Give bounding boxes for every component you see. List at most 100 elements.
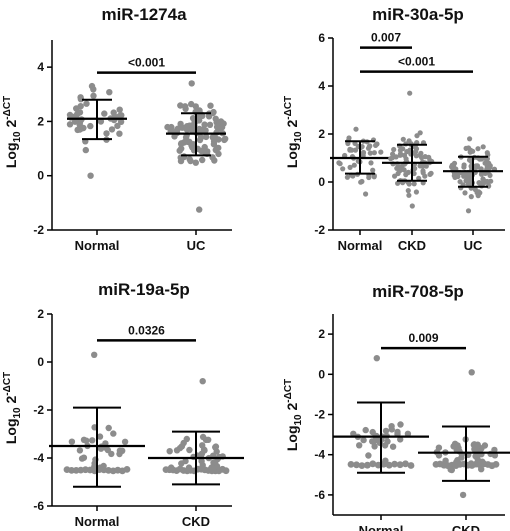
data-point (196, 117, 203, 124)
data-point (488, 178, 494, 184)
data-point (407, 462, 415, 469)
data-point (168, 464, 175, 471)
data-point (378, 149, 384, 155)
data-point (211, 134, 219, 141)
y-tick-label: -4 (314, 448, 325, 462)
y-tick-label: 4 (318, 79, 325, 93)
data-point (164, 123, 171, 131)
data-point (166, 448, 173, 455)
data-point (404, 430, 412, 437)
data-point (210, 141, 218, 148)
data-point (435, 444, 443, 451)
data-point (479, 458, 486, 465)
data-point (365, 452, 372, 459)
data-point (413, 146, 420, 152)
data-point (476, 180, 482, 186)
data-point (369, 460, 377, 468)
data-point (358, 462, 366, 469)
data-point (188, 126, 196, 133)
data-point (447, 466, 454, 473)
data-point (480, 144, 486, 150)
data-point (368, 160, 374, 166)
data-point (473, 163, 479, 169)
data-point (417, 163, 423, 169)
data-point (68, 438, 76, 445)
y-axis-label-part: Log (3, 419, 19, 445)
data-point (477, 190, 483, 196)
data-point (468, 147, 474, 153)
data-point (395, 180, 401, 186)
y-tick-label: -6 (314, 488, 325, 502)
data-point (114, 122, 121, 130)
category-label: UC (187, 238, 206, 253)
data-point (390, 151, 396, 157)
data-point (116, 106, 123, 113)
data-point (388, 426, 395, 433)
data-point (206, 121, 214, 128)
y-axis-label-subscript: 10 (293, 131, 304, 143)
data-point (418, 150, 424, 156)
data-point (221, 136, 228, 144)
y-tick-label: 4 (37, 60, 44, 74)
y-axis-label: Log10 2-ΔCT (2, 96, 23, 168)
data-point (391, 460, 398, 468)
data-point (411, 181, 417, 187)
data-point (110, 109, 117, 116)
data-point (87, 122, 94, 130)
data-point (119, 447, 126, 454)
data-point (463, 178, 469, 184)
data-point (118, 112, 125, 119)
data-point (373, 355, 380, 362)
data-point (468, 194, 474, 200)
y-tick-label: -2 (33, 223, 44, 237)
category-label: Normal (75, 238, 120, 253)
data-point (367, 150, 373, 156)
data-point (171, 133, 178, 140)
category-label: CKD (398, 238, 426, 253)
data-point (101, 110, 108, 117)
data-point (362, 426, 369, 434)
data-point (491, 446, 498, 454)
data-point (428, 170, 434, 176)
y-axis-label: Log10 2-ΔCT (283, 96, 304, 168)
data-point (475, 146, 481, 152)
data-point (211, 157, 218, 164)
data-point (449, 162, 455, 168)
data-point (388, 156, 394, 162)
data-point (363, 191, 369, 197)
data-point (414, 133, 420, 139)
data-point (402, 460, 409, 468)
data-point (487, 164, 493, 171)
data-point (470, 441, 477, 449)
data-point (391, 146, 397, 153)
data-point (359, 178, 365, 185)
data-point (372, 437, 379, 444)
data-point (177, 102, 184, 109)
data-point (371, 443, 378, 450)
data-point (350, 430, 357, 437)
significance-label: 0.009 (408, 331, 438, 345)
data-point (89, 437, 96, 444)
data-point (454, 457, 461, 464)
data-point (199, 433, 207, 441)
y-axis-label-superscript: -ΔCT (2, 96, 13, 120)
data-point (106, 89, 113, 96)
data-point (182, 105, 189, 113)
data-point (215, 144, 222, 152)
data-point (189, 142, 196, 149)
data-point (213, 123, 221, 131)
data-point (347, 164, 353, 170)
data-point (183, 435, 190, 443)
category-label: Normal (75, 514, 120, 529)
category-label: Normal (338, 238, 383, 253)
data-point (188, 100, 195, 108)
significance-label: 0.007 (371, 31, 401, 45)
data-point (108, 126, 116, 133)
data-point (110, 430, 117, 437)
y-tick-label: -2 (314, 408, 325, 422)
y-tick-label: -2 (314, 223, 325, 237)
data-point (405, 169, 411, 175)
